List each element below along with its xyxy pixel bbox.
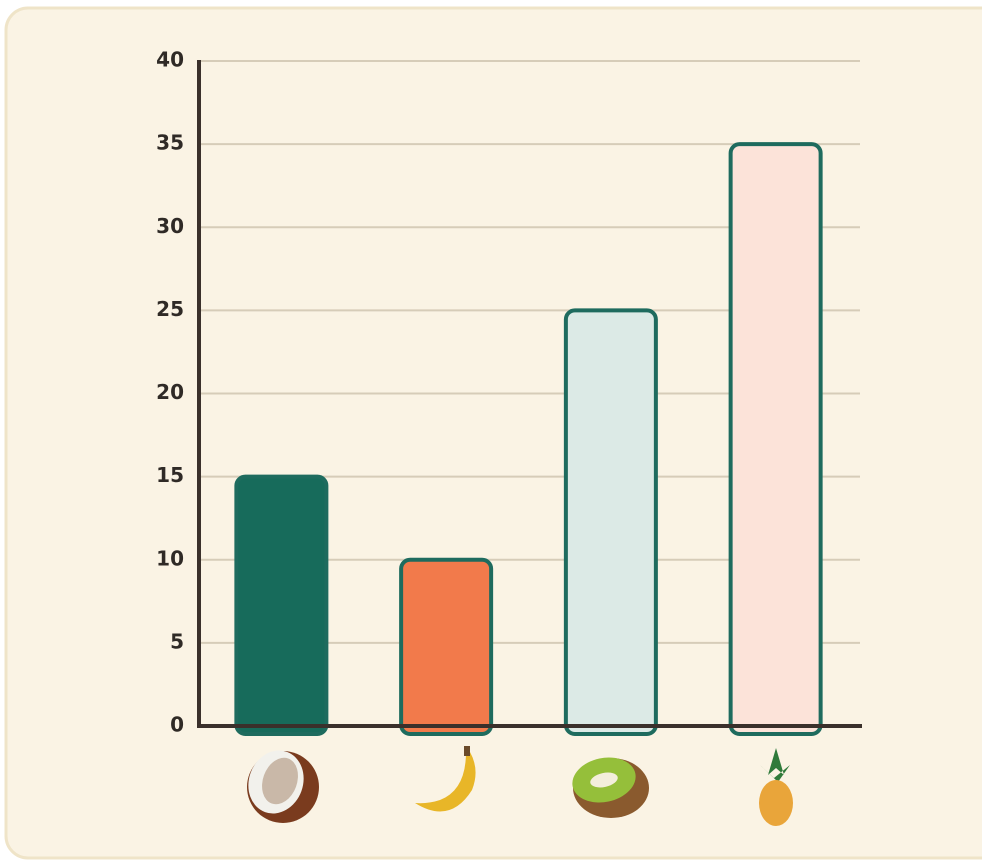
y-tick-label: 0: [170, 713, 184, 737]
banana-icon: [415, 746, 476, 812]
kiwi-icon: [572, 757, 649, 818]
y-tick-label: 15: [156, 463, 184, 487]
bar: [234, 474, 329, 736]
bar: [563, 308, 658, 736]
bars: [234, 142, 823, 736]
y-tick-label: 30: [156, 214, 184, 238]
y-tick-label: 35: [156, 131, 184, 155]
y-tick-label: 20: [156, 380, 184, 404]
y-tick-label: 25: [156, 297, 184, 321]
bar: [399, 557, 494, 736]
pineapple-icon: [759, 748, 793, 826]
panel: [4, 6, 982, 860]
bar: [728, 142, 823, 736]
coconut-icon: [247, 750, 319, 823]
y-tick-label: 5: [170, 629, 184, 653]
y-tick-label: 40: [156, 48, 184, 72]
y-tick-label: 10: [156, 546, 184, 570]
